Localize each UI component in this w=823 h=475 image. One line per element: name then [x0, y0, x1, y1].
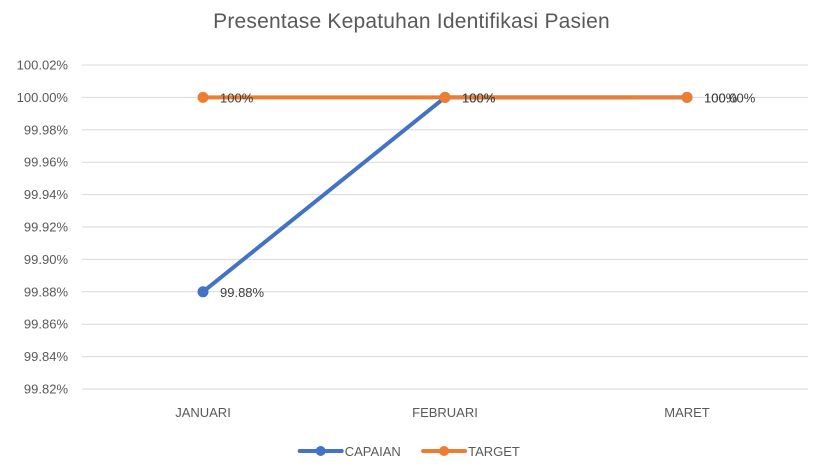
data-point-target: [439, 91, 451, 103]
y-tick-label: 100.02%: [17, 58, 69, 73]
y-tick-label: 99.98%: [24, 122, 69, 137]
data-point-capaian: [197, 286, 209, 298]
y-tick-label: 100.00%: [17, 90, 69, 105]
data-label-target: 100%: [462, 90, 496, 105]
y-tick-label: 99.92%: [24, 220, 69, 235]
y-tick-label: 99.90%: [24, 252, 69, 267]
chart-title: Presentase Kepatuhan Identifikasi Pasien: [213, 10, 610, 33]
x-tick-label: JANUARI: [175, 405, 231, 420]
data-label-target: 100%: [220, 90, 254, 105]
y-tick-label: 99.82%: [24, 382, 69, 397]
legend-marker-capaian: [315, 446, 326, 456]
legend-label-target: TARGET: [468, 444, 520, 459]
x-tick-label: MARET: [664, 405, 710, 420]
y-tick-label: 99.94%: [24, 187, 69, 202]
y-tick-label: 99.96%: [24, 155, 69, 170]
legend-marker-target: [439, 446, 450, 456]
legend-label-capaian: CAPAIAN: [345, 444, 401, 459]
data-label-capaian: 99.88%: [220, 285, 265, 300]
y-tick-label: 99.88%: [24, 284, 69, 299]
y-tick-label: 99.84%: [24, 349, 69, 364]
data-label-target: 100%: [704, 90, 738, 105]
data-point-target: [681, 91, 693, 103]
data-label-capaian: 100.00%: [704, 90, 756, 105]
data-point-target: [197, 91, 209, 103]
y-tick-label: 99.86%: [24, 317, 69, 332]
data-label-capaian: 100%: [462, 90, 496, 105]
x-tick-label: FEBRUARI: [412, 405, 478, 420]
